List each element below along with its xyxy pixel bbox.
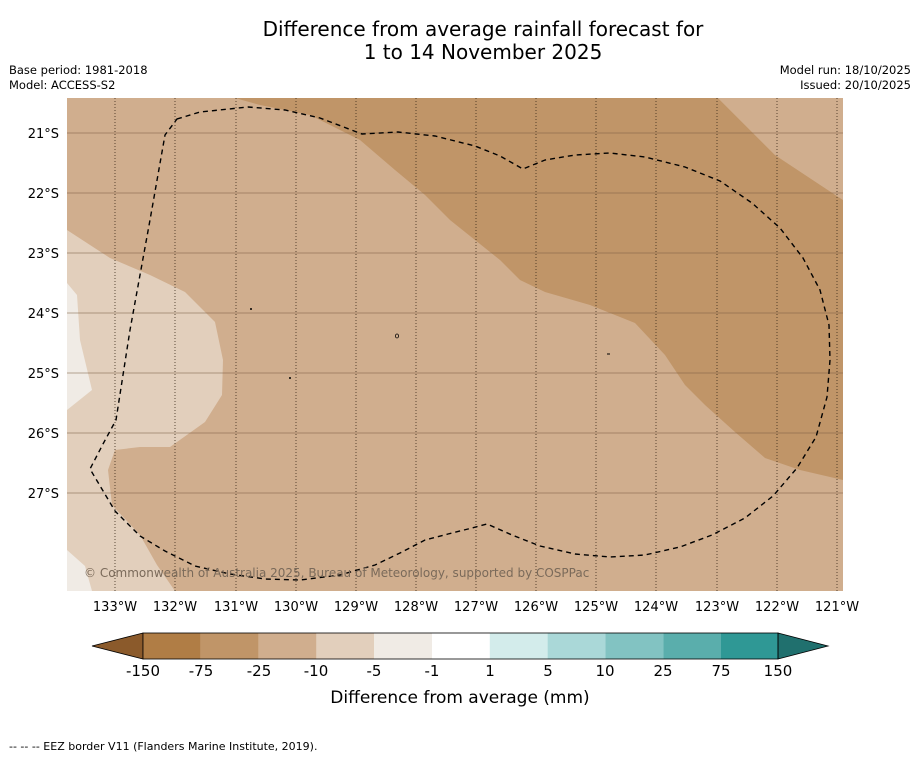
colorbar-tick: -150 [126,662,160,680]
colorbar-segment [663,633,721,659]
region-minus5-1-a [67,283,92,410]
island-marker [250,308,252,310]
colorbar-tick: 1 [485,662,495,680]
lon-label: 126°W [514,600,558,615]
colorbar-segment [547,633,606,659]
colorbar-frame [142,632,779,660]
colorbar-segment [374,633,432,659]
lon-label: 131°W [214,600,258,615]
colorbar-segment [316,633,375,659]
colorbar-segment [432,633,490,659]
lat-label: 23°S [28,247,59,262]
copyright-notice: © Commonwealth of Australia 2025, Bureau… [84,566,589,580]
lat-label: 25°S [28,367,59,382]
lat-label: 24°S [28,307,59,322]
lon-labels: 133°W 132°W 131°W 130°W 129°W 128°W 127°… [93,600,859,615]
island-marker [289,377,291,379]
colorbar-segments [143,633,778,659]
eez-border [89,106,831,581]
colorbar-tick: -75 [189,662,214,680]
colorbar-segment [721,633,778,659]
colorbar-right-arrow [777,632,830,660]
region-minus25-10-corner [718,98,843,200]
lat-label: 27°S [28,487,59,502]
colorbar-tick: -25 [247,662,272,680]
colorbar-tick: -1 [425,662,440,680]
lon-label: 122°W [755,600,799,615]
lon-label: 124°W [634,600,678,615]
colorbar-label: Difference from average (mm) [330,688,589,708]
colorbar: -150 -75 -25 -10 -5 -1 1 5 10 25 75 150 … [91,632,830,708]
colorbar-tick: -10 [304,662,329,680]
lat-label: 21°S [28,127,59,142]
colorbar-segment [200,633,259,659]
island-marker [394,333,399,339]
colorbar-segment [143,633,201,659]
colorbar-tick: 25 [653,662,672,680]
rainfall-map: © Commonwealth of Australia 2025, Bureau… [67,98,843,591]
lon-grid [114,98,838,591]
lat-label: 22°S [28,187,59,202]
chart-title: Difference from average rainfall forecas… [0,18,919,64]
colorbar-tick: 150 [764,662,793,680]
colorbar-ticks: -150 -75 -25 -10 -5 -1 1 5 10 25 75 150 [126,662,792,680]
colorbar-tick: -5 [367,662,382,680]
lon-label: 127°W [454,600,498,615]
lon-label: 128°W [394,600,438,615]
colorbar-segment [258,633,317,659]
lon-label: 129°W [334,600,378,615]
lat-label: 26°S [28,427,59,442]
eez-footnote: -- -- -- EEZ border V11 (Flanders Marine… [9,740,318,753]
colorbar-tick: 75 [711,662,730,680]
model-name: Model: ACCESS-S2 [9,78,116,92]
title-line-2: 1 to 14 November 2025 [363,40,603,64]
colorbar-left-arrow [91,632,144,660]
lon-label: 130°W [274,600,318,615]
lon-label: 133°W [93,600,137,615]
colorbar-segment [605,633,664,659]
lon-label: 121°W [815,600,859,615]
lat-grid [67,132,843,494]
base-period: Base period: 1981-2018 [9,63,148,77]
meta-left: Base period: 1981-2018 Model: ACCESS-S2 [9,63,148,93]
region-minus75-25 [235,98,843,480]
model-run: Model run: 18/10/2025 [779,63,911,77]
region-minus10-5 [67,230,223,591]
lon-label: 132°W [153,600,197,615]
issued-date: Issued: 20/10/2025 [800,78,911,92]
lat-labels: 21°S 22°S 23°S 24°S 25°S 26°S 27°S [28,127,59,502]
colorbar-segment [489,633,548,659]
lon-label: 123°W [695,600,739,615]
colorbar-tick: 5 [543,662,553,680]
region-minus5-1-b [67,550,92,591]
meta-right: Model run: 18/10/2025 Issued: 20/10/2025 [780,63,911,93]
lon-label: 125°W [574,600,618,615]
colorbar-tick: 10 [595,662,614,680]
title-line-1: Difference from average rainfall forecas… [262,17,704,41]
